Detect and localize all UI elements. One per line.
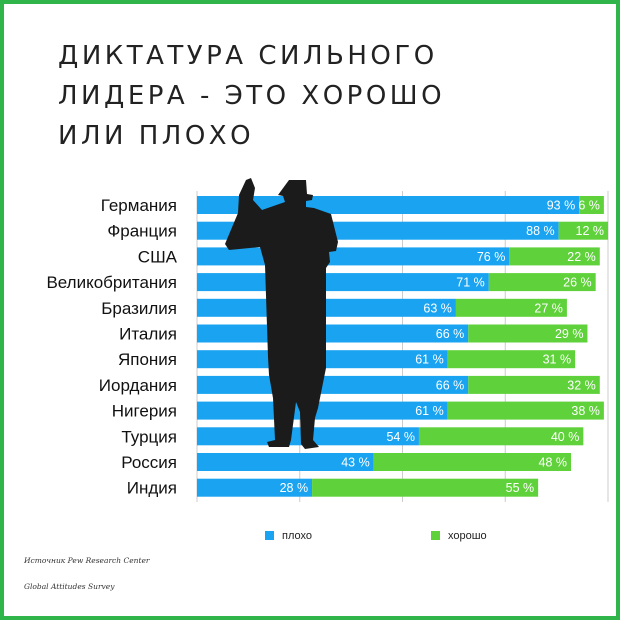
category-label-1: Германия <box>101 196 177 215</box>
legend-label-good: хорошо <box>448 530 487 542</box>
source-note: Источник Pew Research Center <box>24 556 150 565</box>
legend: плохо хорошо <box>265 530 487 542</box>
bar-good-6 <box>468 324 588 343</box>
bar-bad-9 <box>197 401 448 420</box>
category-label-11: Россия <box>121 453 177 472</box>
value-label-good-9: 38 % <box>571 404 600 418</box>
bar-good-2 <box>558 221 608 240</box>
bar-good-10 <box>418 427 584 446</box>
value-label-bad-3: 76 % <box>477 250 506 264</box>
value-label-bad-12: 28 % <box>280 481 309 495</box>
bar-good-12 <box>312 478 539 497</box>
value-label-good-12: 55 % <box>506 481 535 495</box>
bar-bad-11 <box>197 453 374 471</box>
title-line-2: ЛИДЕРА - ЭТО ХОРОШО <box>58 81 446 111</box>
bar-bad-3 <box>197 247 510 266</box>
category-label-7: Япония <box>118 350 177 369</box>
bar-bad-4 <box>197 273 489 292</box>
man-in-top-hat-silhouette-icon <box>225 178 338 449</box>
bar-good-11 <box>373 453 572 471</box>
chart-title: ДИКТАТУРА СИЛЬНОГО ЛИДЕРА - ЭТО ХОРОШО И… <box>58 36 598 156</box>
legend-swatch-good <box>431 531 440 540</box>
value-label-good-1: 6 % <box>578 199 600 213</box>
legend-swatch-bad <box>265 531 274 540</box>
value-label-bad-1: 93 % <box>547 199 576 213</box>
value-label-good-2: 12 % <box>576 224 605 238</box>
value-label-good-5: 27 % <box>534 301 563 315</box>
value-label-good-4: 26 % <box>563 276 592 290</box>
value-label-bad-10: 54 % <box>386 430 415 444</box>
category-labels: Германия Франция США Великобритания Бразилия… <box>46 196 177 498</box>
title-line-1: ДИКТАТУРА СИЛЬНОГО <box>58 41 438 71</box>
value-label-bad-7: 61 % <box>415 353 444 367</box>
bar-good-7 <box>447 350 576 369</box>
value-label-bad-4: 71 % <box>456 276 485 290</box>
bar-bad-6 <box>197 324 469 343</box>
value-label-good-3: 22 % <box>567 250 596 264</box>
value-label-bad-6: 66 % <box>436 327 465 341</box>
category-label-9: Нигерия <box>112 402 177 421</box>
legend-label-bad: плохо <box>282 530 312 542</box>
title-line-3: ИЛИ ПЛОХО <box>58 121 255 151</box>
bar-good-3 <box>509 247 600 266</box>
value-label-bad-9: 61 % <box>415 404 444 418</box>
bar-good-4 <box>488 273 596 292</box>
bar-bad-8 <box>197 375 469 394</box>
value-label-good-10: 40 % <box>551 430 580 444</box>
value-label-good-11: 48 % <box>539 456 568 470</box>
category-label-10: Турция <box>121 427 177 446</box>
bar-good-9 <box>447 401 604 420</box>
category-label-4: Великобритания <box>46 273 177 292</box>
bar-good-8 <box>468 375 600 394</box>
category-label-6: Италия <box>119 325 177 344</box>
value-label-bad-8: 66 % <box>436 378 465 392</box>
bar-bad-5 <box>197 298 456 317</box>
bar-bad-12 <box>197 478 313 497</box>
value-label-good-7: 31 % <box>543 353 572 367</box>
value-label-good-8: 32 % <box>567 378 596 392</box>
survey-note: Global Attitudes Survey <box>24 582 115 591</box>
category-label-3: США <box>138 247 178 266</box>
bar-good-5 <box>455 298 567 317</box>
value-label-bad-11: 43 % <box>341 456 370 470</box>
category-label-2: Франция <box>107 222 177 241</box>
value-label-good-6: 29 % <box>555 327 584 341</box>
bar-good-1 <box>579 196 604 214</box>
category-label-8: Иордания <box>99 376 177 395</box>
category-label-12: Индия <box>127 479 177 498</box>
value-labels: 93 % 6 % 88 % 12 % 76 % 22 % 71 % 26 % 63 % 27 % 6… <box>280 199 604 496</box>
category-label-5: Бразилия <box>101 299 177 318</box>
value-label-bad-2: 88 % <box>526 224 555 238</box>
value-label-bad-5: 63 % <box>423 301 452 315</box>
